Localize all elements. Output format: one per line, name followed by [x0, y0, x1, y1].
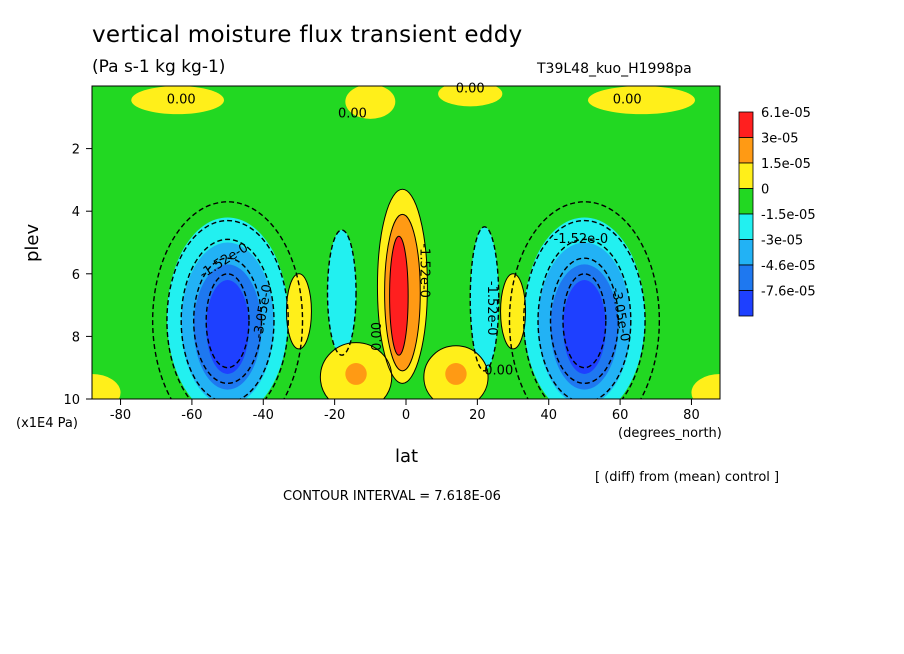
filled-contours	[92, 86, 720, 399]
neg-cell-east	[470, 226, 499, 371]
run-label: T39L48_kuo_H1998pa	[537, 61, 692, 77]
pos-cell-east	[500, 273, 526, 349]
y-tick-label: 8	[72, 330, 80, 345]
pos-contour-surface-west	[319, 342, 393, 399]
pos-contour-tower-3	[389, 235, 409, 356]
neg-contour-0-0	[151, 201, 304, 399]
colorbar-swatch	[738, 162, 754, 189]
neg-contour-0-4	[205, 273, 250, 369]
top-strip-west	[131, 86, 225, 115]
y-axis-unit: (x1E4 Pa)	[16, 416, 78, 431]
colorbar-swatch	[738, 111, 754, 138]
neg-contour-1-1	[523, 219, 646, 399]
x-tick-label: 20	[469, 408, 486, 423]
pos-contour-cell-east	[500, 273, 527, 350]
colorbar-swatch	[738, 213, 754, 240]
top-strip-center-east	[438, 86, 503, 107]
neg-contour-1-0	[508, 201, 661, 399]
pos-contour-tower-2	[384, 213, 421, 372]
colorbar-swatch	[738, 137, 754, 164]
pos-surface-east-core	[445, 363, 467, 385]
y-axis: 2 4 6 8 10	[63, 143, 92, 408]
equatorial-tower-core	[389, 236, 409, 356]
x-tick-label: 80	[683, 408, 700, 423]
colorbar-label: 0	[761, 183, 769, 198]
neg-lobe-north-4	[563, 280, 606, 374]
x-tick-label: 60	[612, 408, 629, 423]
contour-interval: CONTOUR INTERVAL = 7.618E-06	[283, 489, 501, 504]
chart-title: vertical moisture flux transient eddy	[92, 22, 523, 48]
contour-label: -1.52e-0	[484, 281, 499, 336]
y-tick-label: 4	[72, 205, 80, 220]
colorbar-label: 1.5e-05	[761, 157, 811, 172]
neg-contour-cell-east	[469, 226, 500, 372]
neg-cell-west	[327, 229, 357, 356]
neg-contour-cell-west	[326, 229, 357, 356]
x-axis: -80 -60 -40 -20 0 20 40 60 80	[110, 399, 700, 423]
contour-label: 0.00	[370, 322, 385, 351]
surface-edge-east	[691, 373, 720, 399]
colorbar-label: -7.6e-05	[761, 285, 816, 300]
x-tick-label: 0	[402, 408, 410, 423]
contour-label: 0.00	[456, 82, 485, 97]
contour-label: 0.00	[484, 363, 513, 378]
pos-contour-tower-1	[376, 188, 428, 384]
pos-contour-cell-west	[285, 273, 312, 350]
neg-contour-1-2	[537, 238, 632, 399]
contour-label: 0.00	[167, 93, 196, 108]
neg-lobe-south-4	[206, 280, 249, 374]
colorbar: 6.1e-05 3e-05 1.5e-05 0 -1.5e-05 -3e-05 -4.6e-…	[738, 106, 816, 317]
surface-edge-west	[92, 373, 121, 399]
x-tick-label: -80	[110, 408, 131, 423]
contour-label: -1.52e-0	[416, 243, 431, 298]
contour-label: 0.00	[338, 107, 367, 122]
y-tick-label: 10	[63, 393, 80, 408]
colorbar-swatch	[738, 239, 754, 266]
contour-lines	[151, 188, 661, 399]
y-tick-label: 6	[72, 268, 80, 283]
colorbar-swatch	[738, 290, 754, 317]
neg-contour-0-1	[166, 219, 289, 399]
colorbar-swatch	[738, 188, 754, 215]
x-tick-label: -60	[181, 408, 202, 423]
pos-cell-west	[286, 273, 312, 349]
neg-contour-0-3	[192, 257, 263, 385]
x-axis-label: lat	[395, 446, 419, 467]
top-strip-east	[587, 86, 696, 115]
colorbar-label: -4.6e-05	[761, 259, 816, 274]
colorbar-swatch	[738, 264, 754, 291]
x-tick-label: -40	[253, 408, 274, 423]
pos-surface-west-core	[345, 363, 367, 385]
neg-contour-1-3	[549, 257, 620, 385]
y-tick-label: 2	[72, 143, 80, 158]
colorbar-label: -3e-05	[761, 234, 803, 249]
diff-note: [ (diff) from (mean) control ]	[595, 470, 780, 485]
contour-label: 0.00	[613, 93, 642, 108]
chart-units: (Pa s-1 kg kg-1)	[92, 57, 226, 77]
neg-contour-0-2	[180, 238, 275, 399]
top-strip-center-west	[345, 86, 396, 119]
colorbar-label: -1.5e-05	[761, 208, 816, 223]
pos-contour-surface-east	[423, 345, 489, 399]
contour-label: -1.52e-0	[554, 232, 609, 247]
x-tick-label: -20	[324, 408, 345, 423]
colorbar-label: 6.1e-05	[761, 106, 811, 121]
colorbar-label: 3e-05	[761, 132, 799, 147]
x-tick-label: 40	[540, 408, 557, 423]
neg-contour-1-4	[562, 273, 607, 369]
x-axis-unit: (degrees_north)	[618, 426, 722, 441]
